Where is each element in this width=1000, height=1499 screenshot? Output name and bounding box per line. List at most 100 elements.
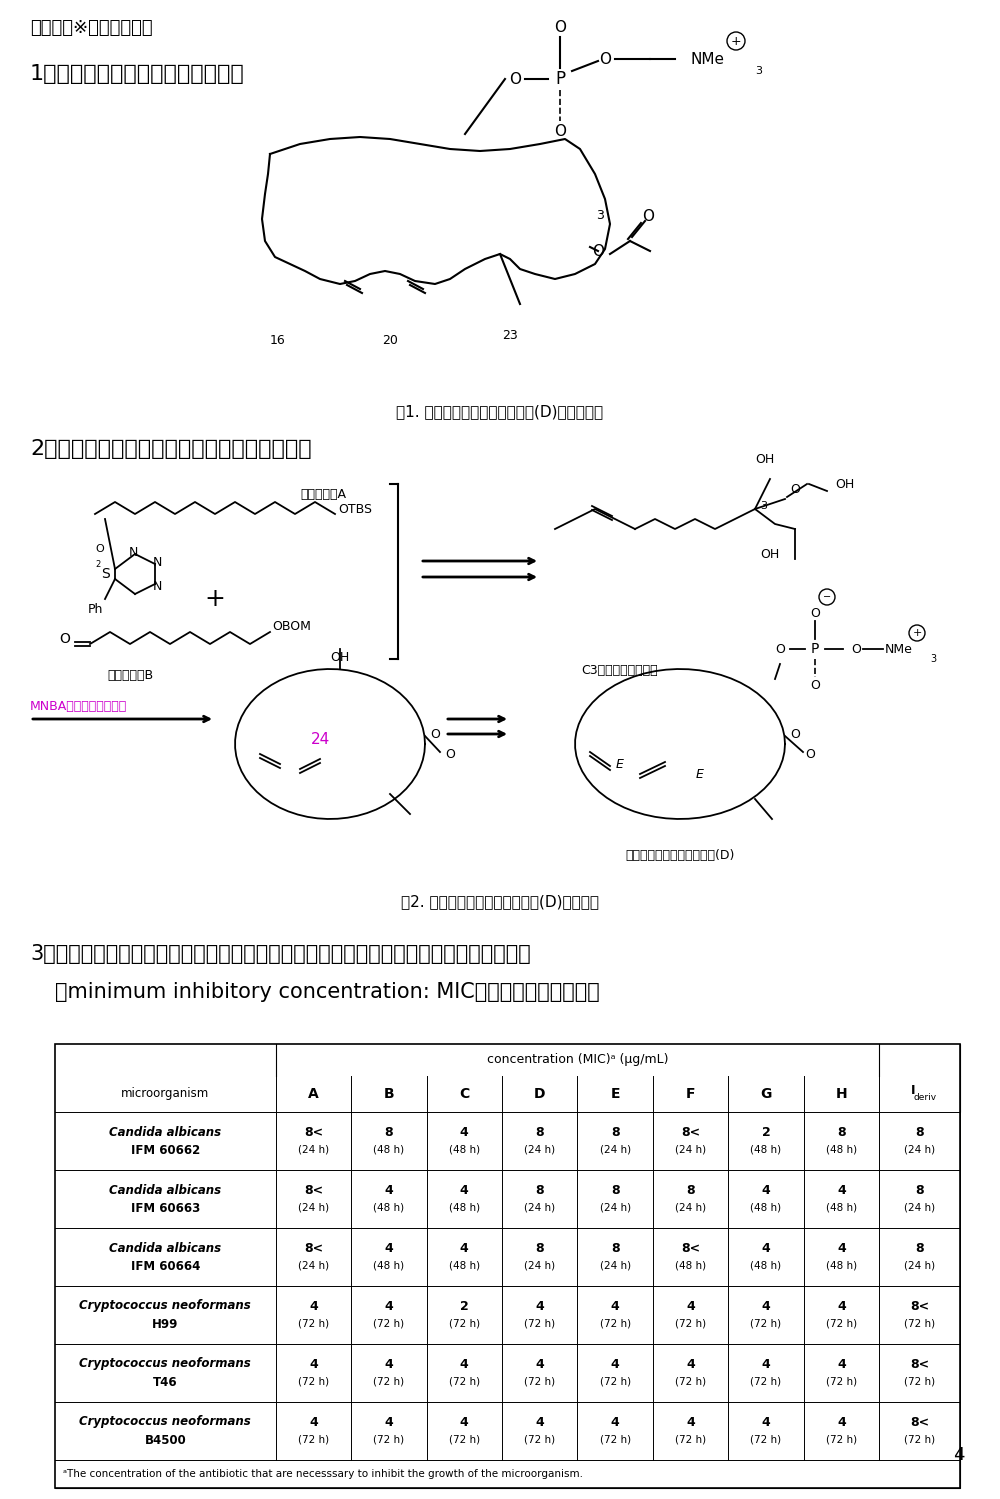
Text: O: O: [554, 123, 566, 138]
Bar: [502, 1112, 577, 1171]
Text: 4: 4: [460, 1241, 469, 1255]
Text: O: O: [810, 679, 820, 691]
Text: 4: 4: [837, 1358, 846, 1370]
Text: 4: 4: [611, 1415, 619, 1429]
Bar: [879, 1112, 960, 1171]
Bar: [351, 1171, 427, 1228]
Bar: [276, 1228, 351, 1286]
Text: D: D: [534, 1087, 545, 1100]
Text: O: O: [592, 243, 604, 258]
Bar: [55, 1460, 960, 1489]
Text: (72 h): (72 h): [449, 1319, 480, 1330]
Bar: [879, 1402, 960, 1460]
Text: 4: 4: [460, 1184, 469, 1196]
Bar: [351, 1345, 427, 1402]
Bar: [804, 1286, 879, 1345]
Bar: [55, 1286, 276, 1345]
Text: P: P: [555, 70, 565, 88]
Text: (24 h): (24 h): [524, 1261, 555, 1271]
Text: N: N: [128, 546, 138, 559]
Text: 8: 8: [686, 1184, 695, 1196]
Text: 4: 4: [611, 1358, 619, 1370]
Bar: [804, 1112, 879, 1171]
Text: (72 h): (72 h): [298, 1378, 329, 1387]
Bar: [276, 1345, 351, 1402]
Text: 4: 4: [762, 1358, 770, 1370]
Bar: [653, 1112, 728, 1171]
Text: S: S: [101, 567, 109, 582]
Bar: [804, 1171, 879, 1228]
Text: 16: 16: [270, 334, 286, 346]
Text: (72 h): (72 h): [904, 1319, 935, 1330]
Text: 4: 4: [460, 1126, 469, 1139]
Bar: [879, 1286, 960, 1345]
Text: 天然型ユーシェアリライド(D): 天然型ユーシェアリライド(D): [625, 848, 735, 862]
Text: NMe: NMe: [885, 643, 913, 655]
Text: O: O: [554, 19, 566, 34]
Text: (24 h): (24 h): [600, 1261, 631, 1271]
Text: (24 h): (24 h): [524, 1204, 555, 1213]
Text: microorganism: microorganism: [121, 1087, 209, 1100]
Text: IFM 60663: IFM 60663: [131, 1202, 200, 1214]
Bar: [577, 1402, 653, 1460]
Text: O: O: [509, 72, 521, 87]
Text: 8: 8: [535, 1126, 544, 1139]
Text: 8: 8: [535, 1184, 544, 1196]
Text: (72 h): (72 h): [373, 1319, 404, 1330]
Text: (72 h): (72 h): [904, 1378, 935, 1387]
Text: 4: 4: [309, 1358, 318, 1370]
Bar: [879, 1228, 960, 1286]
Text: (72 h): (72 h): [750, 1378, 782, 1387]
Bar: [502, 1402, 577, 1460]
Bar: [728, 1402, 804, 1460]
Text: (72 h): (72 h): [826, 1378, 857, 1387]
Bar: [427, 1228, 502, 1286]
Text: 23: 23: [502, 328, 518, 342]
Text: 2．天然型ユーシェアリライドの全合成の概略: 2．天然型ユーシェアリライドの全合成の概略: [30, 439, 312, 459]
Text: 8: 8: [611, 1126, 619, 1139]
Text: 3: 3: [930, 654, 936, 664]
Text: セグメントA: セグメントA: [300, 487, 346, 501]
Text: (72 h): (72 h): [675, 1319, 706, 1330]
Text: 【図版】※提供：椒名勇: 【図版】※提供：椒名勇: [30, 19, 153, 37]
Text: 2: 2: [762, 1126, 770, 1139]
Text: (72 h): (72 h): [675, 1435, 706, 1445]
Text: 4: 4: [762, 1415, 770, 1429]
Bar: [577, 1171, 653, 1228]
Bar: [577, 1345, 653, 1402]
Text: OTBS: OTBS: [338, 502, 372, 516]
Text: 8<: 8<: [681, 1241, 700, 1255]
Text: 4: 4: [954, 1447, 965, 1465]
Text: 3: 3: [760, 501, 767, 511]
Text: E: E: [616, 757, 624, 770]
Text: P: P: [811, 642, 819, 657]
Text: 2: 2: [460, 1300, 469, 1313]
Text: 8: 8: [611, 1184, 619, 1196]
Bar: [502, 1171, 577, 1228]
Text: 8<: 8<: [681, 1126, 700, 1139]
Text: (72 h): (72 h): [904, 1435, 935, 1445]
Text: 4: 4: [762, 1300, 770, 1313]
Text: (72 h): (72 h): [524, 1435, 555, 1445]
Bar: [351, 1286, 427, 1345]
Text: （minimum inhibitory concentration: MIC）は小さい値を示す。: （minimum inhibitory concentration: MIC）は…: [55, 982, 600, 1001]
Text: +: +: [912, 628, 922, 639]
Text: 8: 8: [385, 1126, 393, 1139]
Bar: [653, 1345, 728, 1402]
Text: 4: 4: [762, 1184, 770, 1196]
Text: E: E: [610, 1087, 620, 1100]
Text: (48 h): (48 h): [750, 1204, 782, 1213]
Text: O: O: [851, 643, 861, 655]
Text: H99: H99: [152, 1318, 179, 1331]
Text: 4: 4: [686, 1300, 695, 1313]
Bar: [804, 1345, 879, 1402]
Text: 3: 3: [596, 208, 604, 222]
Text: 8: 8: [915, 1126, 924, 1139]
Text: 4: 4: [460, 1415, 469, 1429]
Text: O: O: [805, 748, 815, 760]
Text: MNBAマクロラクトン化: MNBAマクロラクトン化: [30, 700, 127, 712]
Text: (72 h): (72 h): [524, 1378, 555, 1387]
Text: 4: 4: [460, 1358, 469, 1370]
Text: 3: 3: [755, 66, 762, 76]
Text: concentration (MIC)ᵃ (μg/mL): concentration (MIC)ᵃ (μg/mL): [487, 1054, 668, 1066]
